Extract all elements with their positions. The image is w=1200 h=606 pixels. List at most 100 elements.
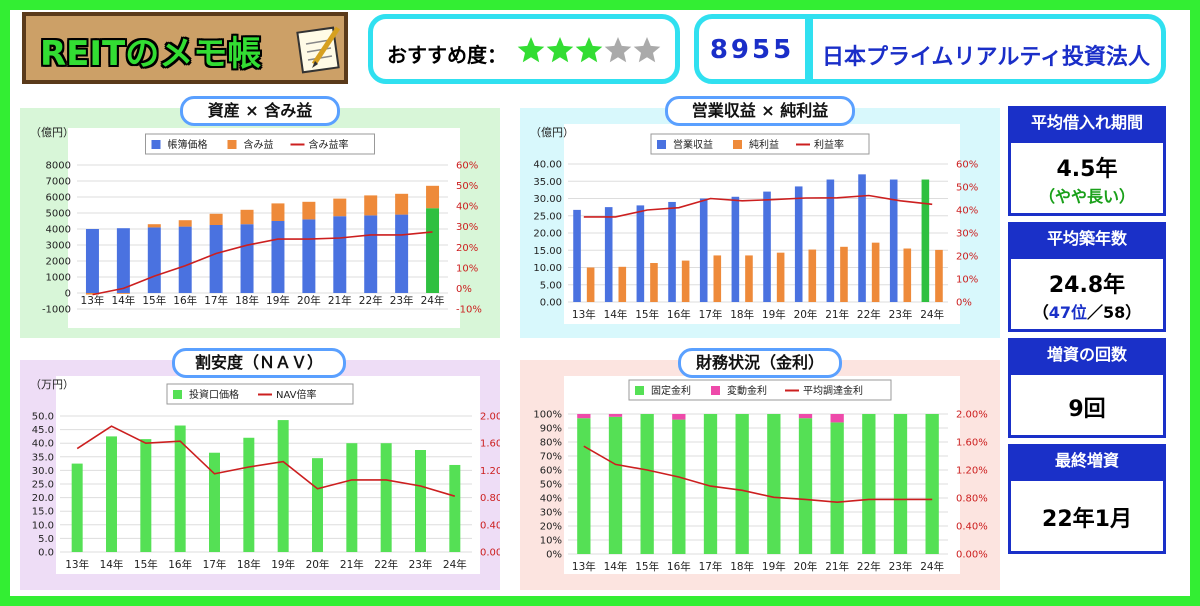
bar-含み益 — [364, 195, 378, 216]
bar-純利益 — [840, 246, 848, 302]
category-label: 19年 — [266, 294, 290, 307]
bar-投資口価格 — [415, 450, 426, 552]
bar-含み益 — [240, 209, 254, 225]
bar-投資口価格 — [449, 464, 461, 552]
chart-title-nav: 割安度（ＮＡＶ） — [172, 348, 346, 378]
left-tick-label: 45.0 — [32, 425, 54, 436]
category-label: 13年 — [572, 560, 596, 573]
right-tick-label: 60% — [956, 160, 978, 171]
star-empty-icon — [633, 37, 661, 63]
left-tick-label: 10% — [540, 536, 562, 547]
left-tick-label: 35.00 — [533, 177, 562, 188]
category-label: 20年 — [306, 558, 330, 571]
legend-label: 含み益率 — [309, 138, 349, 151]
bar-純利益 — [713, 255, 722, 302]
bar-投資口価格 — [380, 443, 392, 552]
category-label: 20年 — [297, 294, 321, 307]
legend: 投資口価格 NAV倍率 — [166, 383, 354, 405]
right-tick-label: 60% — [456, 161, 478, 172]
right-tick-label: 0% — [956, 298, 972, 309]
bar-純利益 — [903, 248, 912, 302]
chart-title-interest: 財務状況（金利） — [678, 348, 842, 378]
category-label: 24年 — [443, 558, 467, 571]
legend: 固定金利 変動金利 平均調達金利 — [628, 379, 892, 401]
bar-変動金利 — [577, 414, 591, 419]
bar-純利益 — [776, 252, 785, 302]
category-label: 14年 — [604, 308, 628, 321]
sidebar-sub: （47位／58） — [1011, 299, 1163, 323]
left-tick-label: 30.00 — [533, 194, 562, 205]
bar-純利益 — [586, 267, 595, 302]
bar-投資口価格 — [174, 425, 186, 552]
left-tick-label: 20.0 — [32, 493, 54, 504]
category-label: 15年 — [635, 560, 659, 573]
category-label: 22年 — [359, 294, 383, 307]
sidebar-value: 4.5年 — [1056, 157, 1118, 182]
legend-swatch — [657, 140, 666, 149]
right-tick-label: 1.20 — [480, 466, 500, 477]
bar-固定金利 — [608, 416, 623, 554]
bar-固定金利 — [798, 418, 813, 554]
sidebar-average-borrowing: 平均借入れ期間 4.5年 （やや長い） — [1008, 106, 1166, 216]
sidebar-value: 9回 — [1068, 397, 1106, 422]
bar-営業収益 — [763, 191, 771, 302]
right-tick-label: 2.00% — [956, 410, 988, 421]
sidebar-capital-increase-count: 増資の回数 9回 — [1008, 338, 1166, 438]
category-label: 21年 — [825, 560, 849, 573]
bar-純利益 — [618, 266, 627, 302]
bar-投資口価格 — [243, 437, 255, 552]
category-label: 17年 — [204, 294, 228, 307]
right-tick-label: 30% — [456, 222, 478, 233]
bar-営業収益 — [826, 179, 835, 302]
right-tick-label: 0.40 — [480, 520, 500, 531]
bar-純利益 — [681, 260, 690, 302]
legend: 帳簿価格 含み益 含み益率 — [145, 133, 375, 155]
chart-income: （億円） 0.00 5.00 10.00 15.00 20.00 25.00 30.00 35.… — [530, 124, 978, 324]
fund-name: 日本プライムリアルティ投資法人 — [821, 45, 1151, 70]
bar-帳簿価格 — [302, 219, 316, 293]
panel-nav: （万円） 0.0 5.0 10.0 15.0 20.0 25.0 30.0 35.0 40.0 45… — [20, 360, 502, 590]
left-tick-label: 3000 — [46, 241, 71, 252]
left-tick-label: 15.00 — [533, 246, 562, 257]
line-利益率 — [583, 194, 933, 218]
left-tick-label: 20% — [540, 522, 562, 533]
right-tick-label: 0.80 — [480, 493, 500, 504]
left-tick-label: 5000 — [46, 209, 71, 220]
left-tick-label: 6000 — [46, 193, 71, 204]
sidebar-title: 最終増資 — [1008, 444, 1166, 478]
category-label: 16年 — [667, 308, 691, 321]
bar-純利益 — [935, 249, 943, 302]
right-tick-label: 40% — [456, 202, 478, 213]
bar-変動金利 — [672, 414, 686, 420]
logo-text: REITのメモ帳 — [40, 34, 262, 74]
sidebar-sub-open: （ — [1032, 303, 1049, 322]
left-tick-label: -1000 — [42, 305, 71, 316]
bar-固定金利 — [925, 414, 939, 554]
bar-投資口価格 — [277, 420, 289, 552]
legend-swatch — [173, 390, 182, 399]
left-tick-label: 10.0 — [32, 520, 54, 531]
category-label: 23年 — [409, 558, 433, 571]
bar-固定金利 — [735, 414, 749, 554]
category-label: 13年 — [572, 308, 596, 321]
legend-swatch — [711, 386, 720, 395]
bar-帳簿価格 — [147, 227, 161, 293]
category-label: 24年 — [920, 308, 944, 321]
notepad-icon — [296, 26, 341, 74]
right-tick-label: 0% — [456, 284, 472, 295]
category-label: 15年 — [142, 294, 166, 307]
category-label: 20年 — [794, 308, 818, 321]
left-tick-label: 8000 — [46, 161, 71, 172]
bar-投資口価格 — [209, 452, 220, 552]
bar-営業収益 — [668, 201, 676, 302]
sidebar-value-box: 9回 — [1008, 372, 1166, 438]
line-平均調達金利 — [583, 445, 933, 504]
bar-含み益 — [209, 213, 223, 225]
chart-title-income: 営業収益 × 純利益 — [665, 96, 855, 126]
left-tick-label: 30% — [540, 508, 562, 519]
bar-純利益 — [650, 263, 658, 302]
category-label: 20年 — [794, 560, 818, 573]
line-NAV倍率 — [76, 425, 456, 497]
left-tick-label: 0% — [546, 550, 562, 561]
bar-含み益 — [271, 203, 285, 221]
